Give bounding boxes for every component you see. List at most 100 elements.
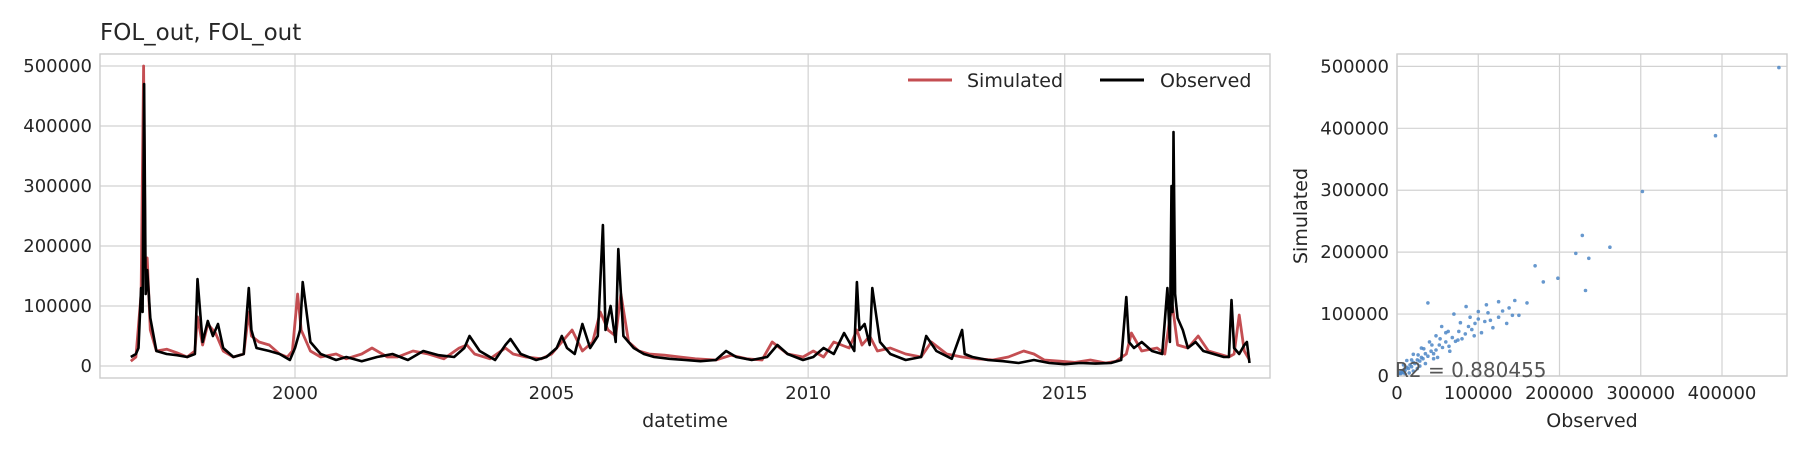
scatter-point (1500, 309, 1505, 313)
scatter-point (1408, 363, 1412, 367)
sc-ytick-label: 400000 (1320, 118, 1389, 139)
sc-ytick-label: 200000 (1320, 242, 1389, 263)
scatter-point (1533, 264, 1537, 268)
ts-xtick-label: 2005 (529, 383, 575, 404)
scatter-point (1580, 233, 1585, 238)
ts-ytick-label: 400000 (23, 116, 92, 137)
scatter-point (1473, 321, 1477, 326)
scatter-point (1713, 133, 1718, 138)
scatter-point (1472, 334, 1476, 338)
scatter-point (1439, 324, 1444, 329)
scatter-point (1418, 364, 1422, 368)
scatter-point (1504, 321, 1509, 326)
ts-ytick-label: 300000 (23, 176, 92, 197)
scatter-point (1476, 309, 1481, 314)
scatter-point (1496, 315, 1501, 320)
ts-ytick-label: 100000 (23, 296, 92, 317)
sc-xtick-label: 0 (1391, 383, 1402, 404)
scatter-grid (1396, 54, 1787, 377)
scatter-point (1440, 345, 1445, 350)
sc-xtick-label: 100000 (1444, 383, 1513, 404)
sc-xtick-label: 400000 (1688, 383, 1757, 404)
scatter-point (1431, 356, 1436, 361)
timeseries-y-ticks: 0 100000 200000 300000 400000 500000 (23, 56, 92, 377)
ts-ytick-label: 500000 (23, 56, 92, 77)
series-line-observed (130, 82, 1251, 366)
scatter-point (1468, 315, 1472, 320)
sc-ytick-label: 0 (1378, 366, 1389, 387)
scatter-point (1496, 299, 1501, 304)
scatter-point (1434, 334, 1438, 338)
scatter-point (1476, 317, 1481, 321)
scatter-point (1488, 318, 1493, 323)
r2-annotation: R2 = 0.880455 (1395, 358, 1547, 382)
scatter-point (1423, 361, 1428, 366)
scatter-point (1434, 348, 1438, 352)
scatter-point (1405, 358, 1409, 363)
scatter-point (1466, 324, 1471, 329)
scatter-point (1450, 335, 1455, 340)
scatter-point (1416, 353, 1420, 357)
timeseries-axes-frame (99, 53, 1271, 379)
scatter-point (1479, 330, 1484, 335)
ts-xtick-label: 2015 (1042, 383, 1088, 404)
scatter-point (1458, 320, 1463, 325)
scatter-point (1405, 365, 1409, 370)
sc-ytick-label: 500000 (1320, 56, 1389, 77)
scatter-y-label: Simulated (1290, 168, 1312, 264)
scatter-point (1426, 301, 1430, 305)
scatter-point (1491, 325, 1495, 330)
scatter-point (1435, 355, 1440, 360)
scatter-point (1444, 340, 1448, 344)
legend-label-simulated: Simulated (967, 70, 1063, 92)
timeseries-grid (100, 54, 1270, 378)
ts-ytick-label: 0 (81, 356, 92, 377)
sc-ytick-label: 300000 (1320, 180, 1389, 201)
scatter-point (1510, 313, 1515, 318)
scatter-point (1456, 338, 1460, 342)
scatter-point (1437, 343, 1442, 347)
scatter-point (1401, 363, 1406, 367)
scatter-point (1583, 288, 1588, 293)
timeseries-lines (129, 64, 1251, 366)
scatter-point (1447, 344, 1451, 349)
scatter-point (1525, 301, 1529, 305)
scatter-point (1556, 276, 1560, 281)
sc-xtick-label: 200000 (1525, 383, 1594, 404)
scatter-y-ticks: 0 100000 200000 300000 400000 500000 (1320, 56, 1389, 387)
scatter-point (1483, 319, 1487, 324)
timeseries-x-ticks: 2000 2005 2010 2015 (272, 383, 1088, 404)
ts-xtick-label: 2000 (272, 383, 318, 404)
scatter-point (1463, 332, 1468, 336)
scatter-point (1484, 303, 1489, 307)
scatter-point (1574, 251, 1578, 256)
scatter-point (1407, 371, 1411, 375)
scatter-point (1430, 343, 1434, 347)
scatter-point (1587, 256, 1591, 261)
scatter-point (1513, 298, 1517, 303)
timeseries-x-label: datetime (642, 410, 728, 432)
scatter-point (1426, 354, 1430, 359)
chart-title: FOL_out, FOL_out (100, 20, 301, 46)
scatter-point (1438, 337, 1442, 341)
sc-xtick-label: 300000 (1606, 383, 1675, 404)
scatter-point (1431, 351, 1436, 356)
legend-label-observed: Observed (1160, 70, 1251, 92)
scatter-point (1457, 329, 1461, 334)
ts-xtick-label: 2010 (785, 383, 831, 404)
scatter-point (1507, 306, 1511, 310)
scatter-x-ticks: 0 100000 200000 300000 400000 (1391, 383, 1756, 404)
series-line-simulated (129, 64, 1251, 365)
scatter-points (1397, 65, 1781, 377)
scatter-point (1446, 329, 1450, 334)
legend: Simulated Observed (908, 70, 1251, 92)
scatter-point (1486, 311, 1490, 315)
scatter-point (1411, 369, 1416, 373)
scatter-point (1423, 351, 1428, 356)
scatter-point (1452, 312, 1456, 316)
sc-ytick-label: 100000 (1320, 304, 1389, 325)
scatter-point (1608, 245, 1612, 249)
scatter-point (1429, 349, 1433, 354)
scatter-point (1422, 347, 1426, 351)
scatter-point (1403, 372, 1407, 376)
